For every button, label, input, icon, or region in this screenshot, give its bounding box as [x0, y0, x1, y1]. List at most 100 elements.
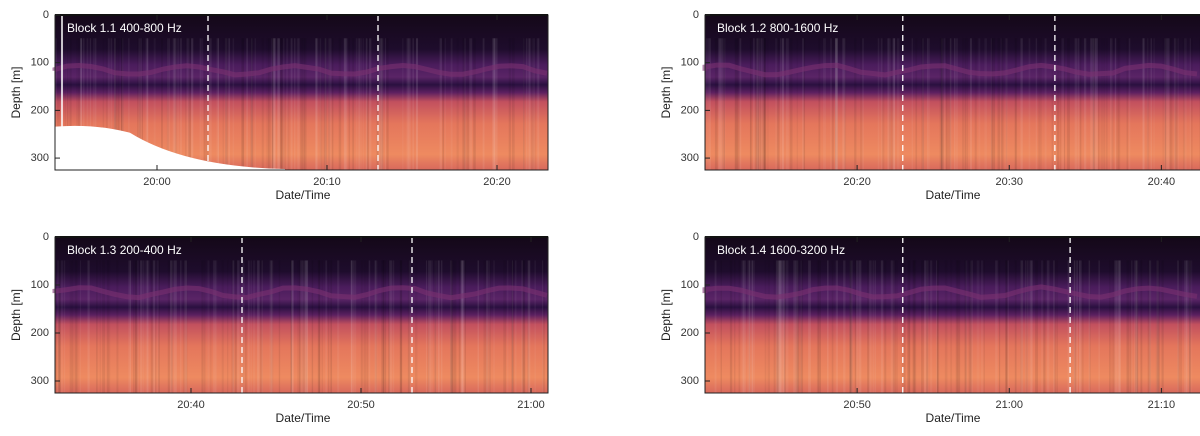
texture: [835, 38, 838, 170]
texture: [268, 38, 271, 170]
texture: [107, 260, 111, 393]
texture: [1103, 38, 1106, 170]
panel-title: Block 1.2 800-1600 Hz: [717, 21, 838, 35]
texture: [802, 38, 804, 170]
texture: [1074, 260, 1077, 393]
scattering-layer: [52, 285, 548, 301]
x-tick-label: 20:00: [143, 176, 171, 188]
texture: [1115, 260, 1119, 393]
texture: [213, 260, 216, 393]
texture: [1079, 260, 1082, 393]
texture: [302, 260, 306, 393]
texture: [329, 38, 332, 170]
texture: [135, 260, 137, 393]
scattering-layer: [702, 62, 1198, 78]
texture: [180, 260, 182, 393]
texture: [137, 38, 139, 170]
texture: [350, 260, 352, 393]
texture: [469, 38, 473, 170]
texture: [779, 260, 782, 393]
texture: [1140, 260, 1142, 393]
texture: [392, 260, 395, 393]
texture: [427, 260, 430, 393]
texture: [1081, 260, 1084, 393]
texture: [145, 38, 148, 170]
texture: [1025, 260, 1029, 393]
texture: [835, 260, 837, 393]
y-tick-label: 200: [31, 104, 49, 116]
texture: [880, 260, 884, 393]
texture: [1153, 38, 1155, 170]
texture: [129, 260, 131, 393]
texture: [415, 260, 418, 393]
texture: [450, 38, 453, 170]
texture: [379, 38, 382, 170]
texture: [460, 260, 464, 393]
texture: [528, 38, 531, 170]
texture: [908, 260, 911, 393]
texture: [892, 260, 896, 393]
texture: [997, 38, 1001, 170]
texture: [1041, 260, 1044, 393]
texture: [74, 260, 76, 393]
texture: [383, 260, 385, 393]
texture: [399, 260, 402, 393]
x-axis-label: Date/Time: [926, 188, 981, 202]
texture: [964, 38, 967, 170]
texture: [331, 38, 334, 170]
texture: [1100, 38, 1104, 170]
texture: [734, 260, 736, 393]
texture: [891, 38, 894, 170]
texture: [889, 38, 891, 170]
texture: [761, 38, 763, 170]
texture: [767, 260, 771, 393]
texture: [114, 38, 116, 170]
texture: [782, 260, 784, 393]
texture: [376, 38, 379, 170]
texture: [261, 38, 264, 170]
texture: [776, 38, 779, 170]
texture: [276, 38, 280, 170]
texture: [1089, 260, 1091, 393]
texture: [360, 38, 362, 170]
texture: [99, 260, 101, 393]
texture: [442, 38, 444, 170]
texture: [116, 38, 120, 170]
texture: [317, 260, 321, 393]
texture: [221, 260, 224, 393]
texture: [849, 260, 852, 393]
texture: [152, 260, 156, 393]
texture: [1135, 260, 1139, 393]
texture: [874, 260, 876, 393]
texture: [434, 260, 437, 393]
texture: [477, 260, 480, 393]
texture: [522, 260, 526, 393]
texture: [167, 260, 170, 393]
texture: [949, 38, 952, 170]
texture: [708, 38, 711, 170]
texture: [818, 260, 821, 393]
texture: [184, 260, 188, 393]
texture: [374, 260, 377, 393]
texture: [794, 260, 797, 393]
texture: [217, 38, 220, 170]
texture: [755, 38, 759, 170]
texture: [1134, 260, 1138, 393]
texture: [1000, 38, 1002, 170]
texture: [843, 260, 846, 393]
texture: [738, 260, 741, 393]
texture: [762, 38, 765, 170]
texture: [926, 38, 929, 170]
texture: [60, 260, 64, 393]
texture: [1189, 38, 1191, 170]
texture: [406, 38, 410, 170]
texture: [466, 38, 470, 170]
texture: [1191, 260, 1193, 393]
texture: [382, 260, 385, 393]
texture: [368, 260, 371, 393]
texture: [1053, 260, 1055, 393]
texture: [911, 38, 914, 170]
texture: [76, 38, 79, 170]
texture: [222, 38, 224, 170]
